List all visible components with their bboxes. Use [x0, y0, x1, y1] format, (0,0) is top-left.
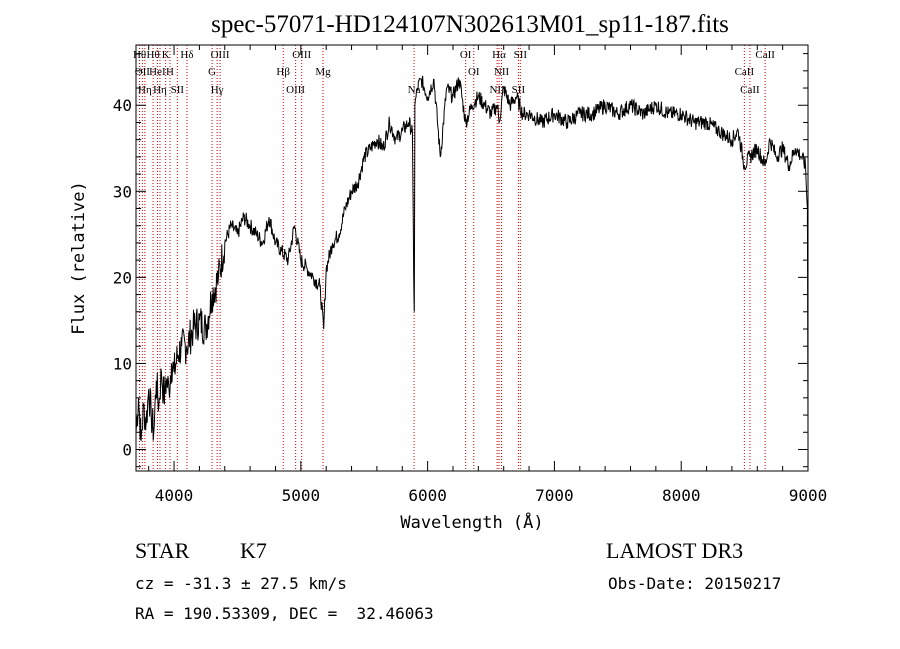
spectral-line-label: K — [162, 49, 170, 61]
spectral-line-label: CaII — [735, 66, 755, 78]
spectral-line-label: SII — [171, 84, 185, 96]
y-tick-label: 10 — [113, 354, 132, 373]
y-tick-label: 0 — [122, 440, 132, 459]
spectral-line-label: Na — [408, 84, 421, 96]
spectral-line-label: Hθ — [133, 49, 146, 61]
y-tick-label: 40 — [113, 96, 132, 115]
spectral-line-label: OIII — [286, 84, 305, 96]
spectral-line-label: OI — [468, 66, 480, 78]
spectrum-chart: spec-57071-HD124107N302613M01_sp11-187.f… — [69, 11, 828, 533]
observation-date: Obs-Date: 20150217 — [608, 574, 782, 593]
spectral-line-label: OIII — [292, 49, 311, 61]
redshift-cz: cz = -31.3 ± 27.5 km/s — [135, 574, 347, 593]
spectral-line-label: Hβ — [276, 66, 290, 78]
spectral-line-label: H — [166, 66, 174, 78]
x-tick-label: 8000 — [662, 486, 701, 505]
x-tick-label: 6000 — [408, 486, 447, 505]
spectral-line-label: Hδ — [180, 49, 193, 61]
object-class: STAR — [135, 538, 190, 563]
chart-title: spec-57071-HD124107N302613M01_sp11-187.f… — [211, 11, 729, 38]
spectral-line-label: Hη — [138, 84, 152, 96]
spectral-subclass: K7 — [240, 538, 267, 563]
spectral-line-label: OI — [460, 49, 472, 61]
spectral-line-label: NII — [494, 66, 510, 78]
y-tick-label: 20 — [113, 268, 132, 287]
y-axis-label: Flux (relative) — [69, 181, 89, 335]
spectral-line-label: CaII — [755, 49, 775, 61]
y-tick-label: 30 — [113, 182, 132, 201]
spectral-line-label: Hα — [492, 49, 506, 61]
spectrum-series-line — [135, 75, 809, 441]
ra-dec: RA = 190.53309, DEC = 32.46063 — [135, 604, 434, 623]
spectral-line-label: Hθ — [147, 49, 160, 61]
spectral-line-label: NII — [489, 84, 505, 96]
spectral-line-label: Mg — [315, 66, 331, 78]
x-tick-label: 7000 — [535, 486, 574, 505]
spectral-line-label: Hγ — [211, 84, 224, 96]
spectral-line-label: G — [208, 66, 216, 78]
x-axis-label: Wavelength (Å) — [400, 511, 543, 533]
spectral-line-label: SII — [514, 49, 528, 61]
x-tick-label: 9000 — [789, 486, 828, 505]
spectral-line-label: OIII — [211, 49, 230, 61]
plot-frame — [135, 44, 809, 472]
x-tick-label: 5000 — [282, 486, 321, 505]
x-tick-label: 4000 — [155, 486, 194, 505]
survey-name: LAMOST DR3 — [606, 538, 744, 563]
spectral-line-label: Hη — [153, 84, 167, 96]
spectral-line-label: SII — [512, 84, 526, 96]
spectral-line-label: HeI — [149, 66, 166, 78]
spectral-line-label: OII — [135, 66, 151, 78]
spectral-line-label: CaII — [740, 84, 760, 96]
